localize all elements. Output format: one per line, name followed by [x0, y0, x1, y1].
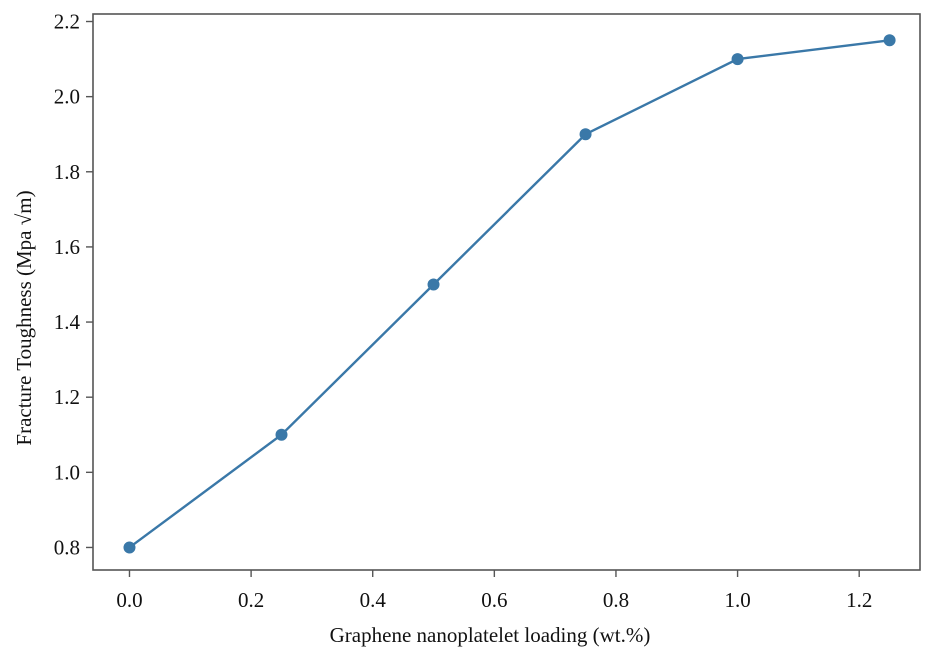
y-axis-label: Fracture Toughness (Mpa √m)	[12, 190, 36, 445]
y-tick-label: 1.6	[54, 235, 80, 259]
x-tick-label: 0.0	[116, 588, 142, 612]
x-tick-label: 0.2	[238, 588, 264, 612]
series-points	[123, 34, 896, 554]
y-tick-label: 2.0	[54, 85, 80, 109]
y-tick-label: 1.0	[54, 460, 80, 484]
data-point	[731, 53, 744, 66]
y-tick-label: 1.4	[54, 310, 81, 334]
series-line	[128, 39, 890, 549]
x-axis-label: Graphene nanoplatelet loading (wt.%)	[330, 623, 651, 647]
x-tick-label: 0.4	[360, 588, 387, 612]
x-tick-label: 1.0	[724, 588, 750, 612]
x-tick-label: 0.8	[603, 588, 629, 612]
data-point	[579, 128, 592, 141]
y-axis-ticks: 0.8 1.0 1.2 1.4 1.6 1.8 2.0 2.2	[54, 10, 93, 559]
y-tick-label: 2.2	[54, 10, 80, 34]
y-tick-label: 1.2	[54, 385, 80, 409]
x-axis-ticks: 0.0 0.2 0.4 0.6 0.8 1.0 1.2	[116, 570, 872, 612]
x-tick-label: 1.2	[846, 588, 872, 612]
data-point	[427, 278, 440, 291]
y-tick-label: 0.8	[54, 535, 80, 559]
x-tick-label: 0.6	[481, 588, 507, 612]
data-point	[275, 428, 288, 441]
plot-frame	[92, 13, 921, 571]
data-point	[883, 34, 896, 47]
y-tick-label: 1.8	[54, 160, 80, 184]
data-point	[123, 541, 136, 554]
